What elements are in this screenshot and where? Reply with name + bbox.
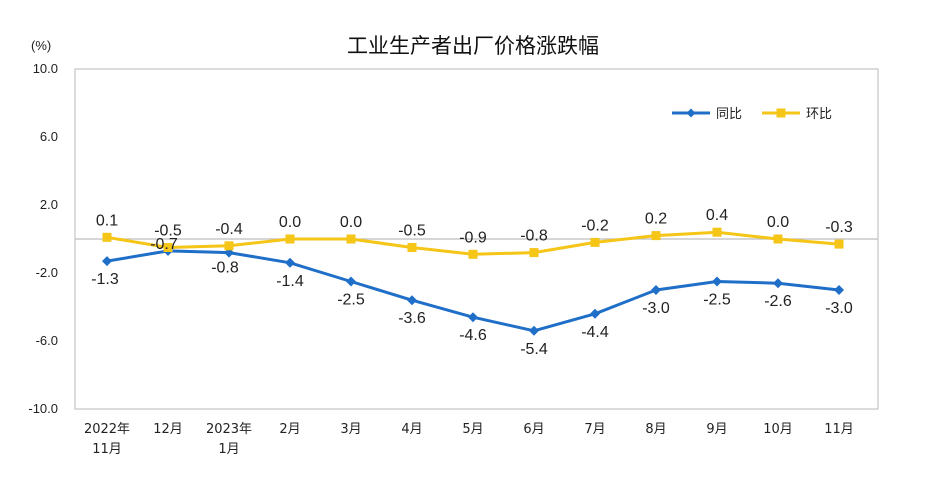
legend-label: 环比 [806,107,832,122]
data-label: -0.3 [825,219,853,236]
x-tick-line: 3月 [340,422,361,437]
legend-label: 同比 [716,107,742,122]
legend-marker [776,108,786,118]
data-label: -0.8 [211,260,239,277]
data-point [712,227,722,237]
x-tick-line: 12月 [153,422,183,437]
x-tick-line: 8月 [645,422,666,437]
data-labels: -1.3 -0.7 -0.8 -1.4 -2.5 -3.6 -4.6 -5.4 -4.4 -3.0… [91,207,853,358]
data-point [163,243,173,252]
data-point [651,285,661,295]
data-label: -5.4 [520,341,548,358]
y-tick-label: -10.0 [28,401,58,416]
x-tick-label: 6月 [523,422,544,437]
data-point [834,239,844,249]
x-tick-line: 5月 [462,422,483,437]
data-label: 0.2 [645,211,667,228]
x-tick-line: 10月 [763,422,793,437]
x-tick-label: 8月 [645,422,666,437]
data-label: -0.2 [581,217,609,234]
data-label: -0.4 [215,221,243,238]
x-tick-label: 7月 [584,422,605,437]
x-tick-line: 1月 [218,442,239,457]
data-point [773,234,783,244]
data-label: -1.3 [91,271,119,288]
data-label: -0.5 [154,223,182,240]
data-label: -4.4 [581,324,609,341]
y-tick-label: 10.0 [33,61,58,76]
data-point [468,312,478,323]
data-label: -0.9 [459,229,487,246]
x-tick-label: 3月 [340,422,361,437]
data-label: -2.5 [337,292,365,309]
data-point [834,285,844,295]
y-tick-label: 2.0 [40,197,58,212]
data-label: 0.0 [279,214,301,231]
data-point [102,256,112,267]
data-point [285,257,295,268]
data-label: 0.0 [767,214,789,231]
data-label: -3.0 [825,300,853,317]
x-tick-label: 2023年 1月 [206,422,252,457]
data-label: 0.4 [706,207,728,224]
data-point [590,308,600,319]
x-tick-line: 9月 [706,422,727,437]
data-label: 0.0 [340,214,362,231]
x-tick-label: 5月 [462,422,483,437]
legend-marker [686,108,696,118]
x-tick-label: 11月 [824,422,854,437]
series-layer [102,227,844,336]
data-point [590,237,600,247]
data-point [651,231,661,241]
data-point [407,295,417,306]
y-axis-unit: (%) [31,38,51,53]
x-tick-line: 11月 [824,422,854,437]
x-tick-label: 9月 [706,422,727,437]
data-label: -3.0 [642,300,670,317]
data-label: -2.6 [764,293,792,310]
data-label: -0.7 [150,236,178,253]
data-point [407,243,417,252]
data-point [529,248,539,258]
data-label: -3.6 [398,310,426,327]
data-point [102,232,112,242]
data-point [468,249,478,259]
legend: 同比 环比 [672,107,832,122]
y-axis: 10.0 6.0 2.0 -2.0 -6.0 -10.0 [28,61,58,416]
x-tick-line: 6月 [523,422,544,437]
x-tick-line: 4月 [401,422,422,437]
x-tick-label: 10月 [763,422,793,437]
data-label: 0.1 [96,212,118,229]
data-point [346,234,356,244]
x-tick-line: 7月 [584,422,605,437]
chart-title: 工业生产者出厂价格涨跌幅 [347,34,599,58]
data-label: -0.5 [398,223,426,240]
x-tick-line: 2月 [279,422,300,437]
data-point [346,276,356,287]
x-tick-label: 4月 [401,422,422,437]
y-tick-label: -6.0 [36,333,58,348]
data-point [773,278,783,289]
data-label: -1.4 [276,273,304,290]
data-point [224,241,234,251]
x-tick-label: 2月 [279,422,300,437]
x-axis: 2022年 11月 12月 2023年 1月 2月 3月 4月 5月 6月 7月 8月 9月 10月 11月 [84,422,854,457]
data-point [712,276,722,287]
data-label: -4.6 [459,327,487,344]
x-tick-label: 12月 [153,422,183,437]
data-point [529,325,539,336]
data-point [285,234,295,244]
x-tick-line: 2023年 [206,422,252,437]
y-tick-label: -2.0 [36,265,58,280]
data-label: -0.8 [520,228,548,245]
x-tick-line: 11月 [92,442,122,457]
data-label: -2.5 [703,292,731,309]
y-tick-label: 6.0 [40,129,58,144]
x-tick-label: 2022年 11月 [84,422,130,457]
x-tick-line: 2022年 [84,422,130,437]
